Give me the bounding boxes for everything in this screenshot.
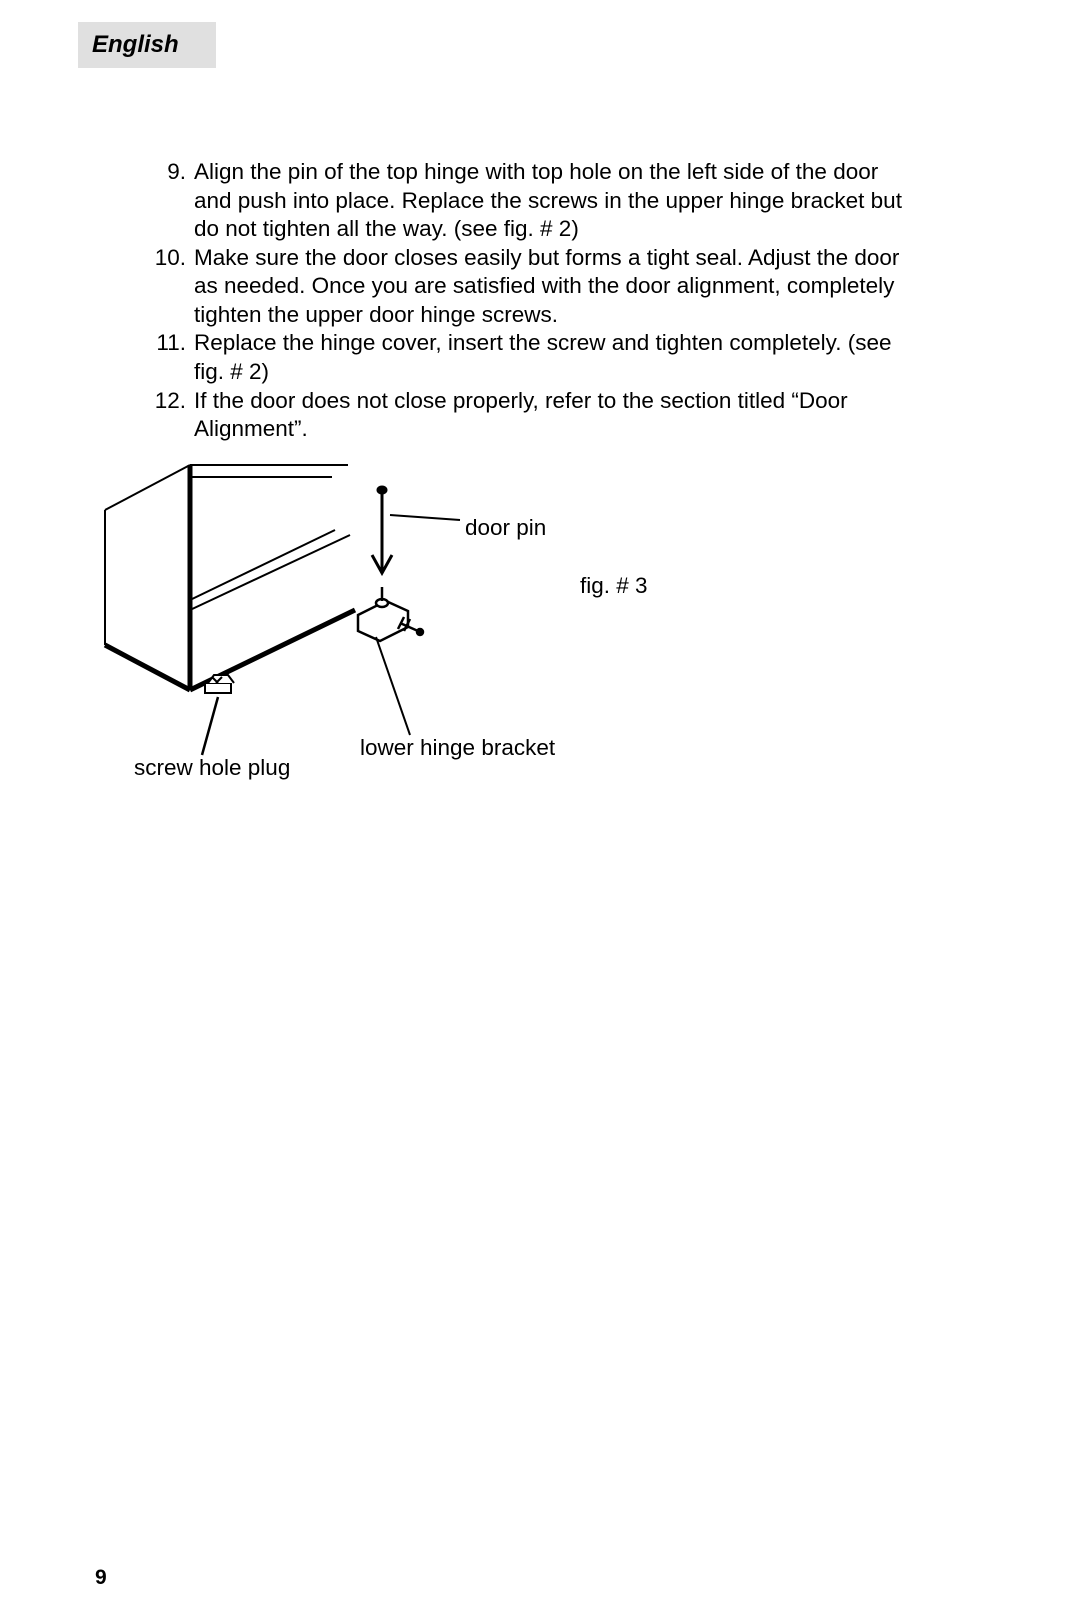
item-text: If the door does not close properly, ref… [194,387,908,444]
label-door-pin: door pin [465,515,546,541]
list-item: 11. Replace the hinge cover, insert the … [148,329,908,386]
item-number: 9. [148,158,194,244]
item-number: 12. [148,387,194,444]
label-screw-hole-plug: screw hole plug [134,755,290,781]
page-number: 9 [95,1566,107,1590]
instruction-list: 9. Align the pin of the top hinge with t… [148,158,908,444]
figure-caption: fig. # 3 [580,573,648,599]
label-lower-hinge-bracket: lower hinge bracket [360,735,555,761]
list-item: 12. If the door does not close properly,… [148,387,908,444]
language-tab: English [78,22,216,68]
list-item: 10. Make sure the door closes easily but… [148,244,908,330]
item-text: Replace the hinge cover, insert the scre… [194,329,908,386]
figure-3: door pin fig. # 3 lower hinge bracket sc… [100,455,760,815]
item-number: 11. [148,329,194,386]
item-text: Align the pin of the top hinge with top … [194,158,908,244]
list-item: 9. Align the pin of the top hinge with t… [148,158,908,244]
item-text: Make sure the door closes easily but for… [194,244,908,330]
item-number: 10. [148,244,194,330]
